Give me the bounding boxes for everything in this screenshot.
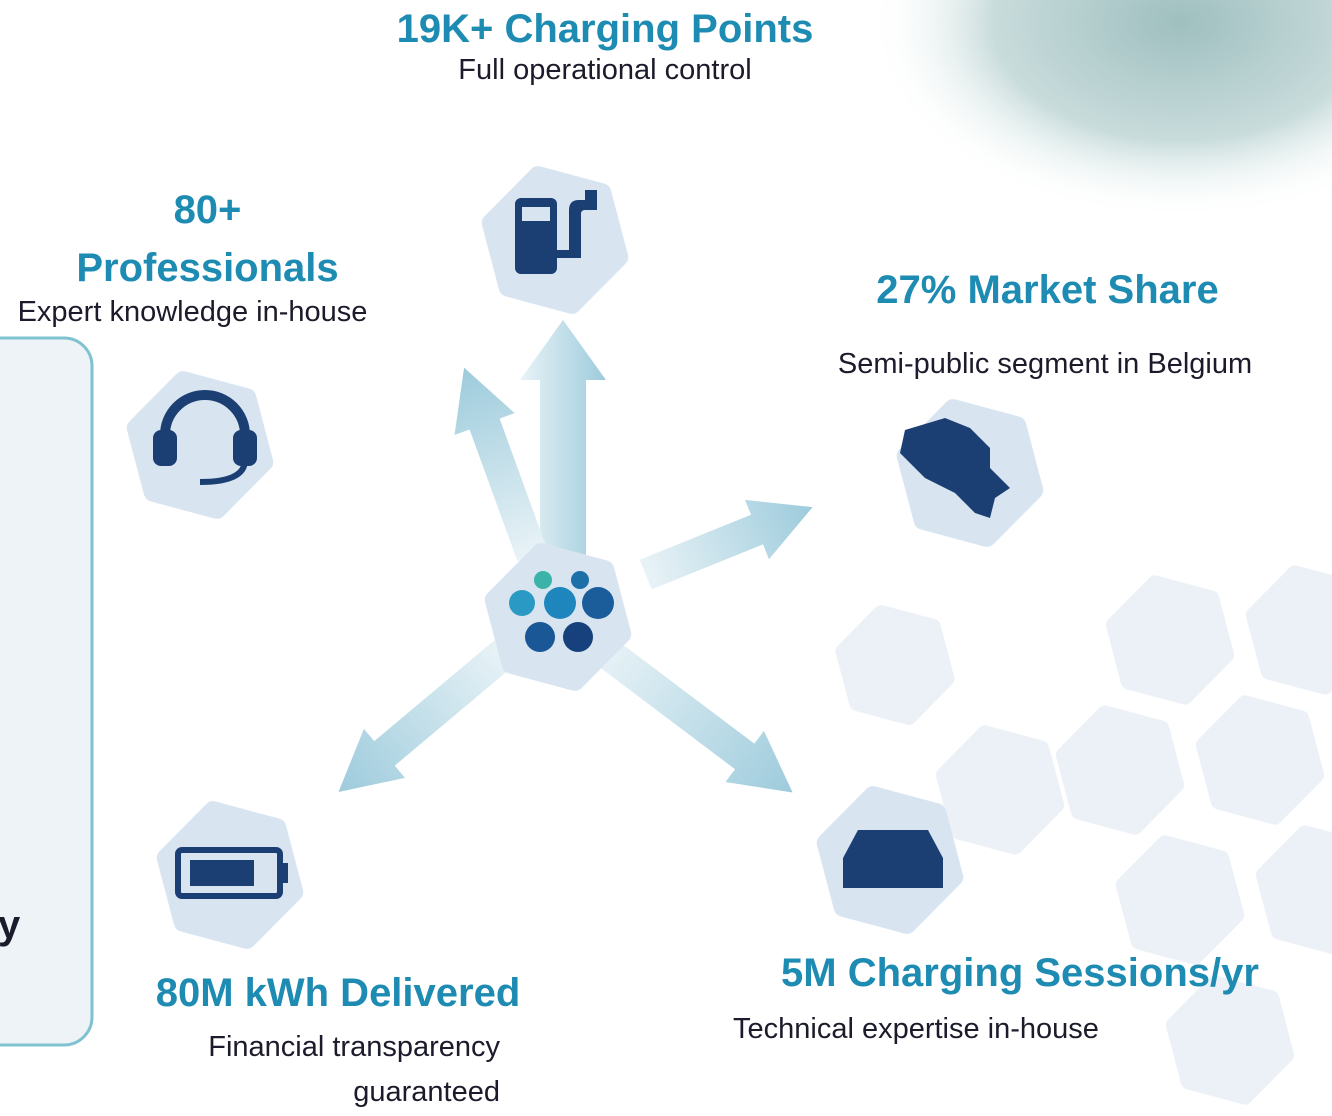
subtitle: Financial transparency guaranteed [100,1025,500,1115]
page: 19K+ Charging Points Full operational co… [0,0,1332,1116]
subtitle: Expert knowledge in-house [15,290,370,335]
subtitle: Full operational control [340,48,870,93]
title: 5M Charging Sessions/yr [710,944,1330,1002]
subtitle: Semi-public segment in Belgium [760,342,1330,387]
title: 80+ Professionals [40,181,375,297]
title: 27% Market Share [800,261,1295,319]
subtitle: Technical expertise in-house [733,1007,1293,1052]
title: 80M kWh Delivered [90,964,586,1022]
side-panel-text: y [0,896,20,954]
